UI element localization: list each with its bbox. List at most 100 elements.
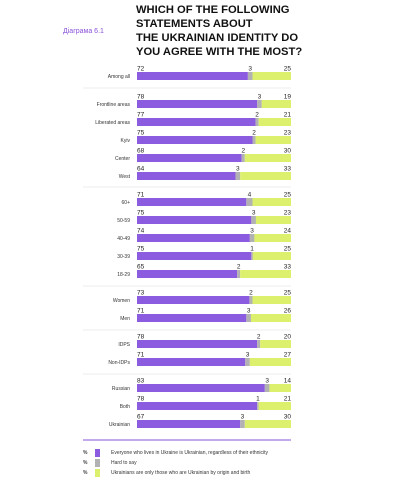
value-label-origin-birth: 30 [284,148,292,155]
value-label-origin-birth: 24 [284,228,292,235]
value-label-origin-birth: 23 [284,130,292,137]
legend-swatch [95,469,100,477]
bar-segment-agree-all [137,402,258,410]
chart-title: WHICH OF THE FOLLOWING STATEMENTS ABOUT … [136,3,386,59]
value-label-origin-birth: 14 [284,378,292,385]
bar-segment-hard-to-say [246,314,251,322]
category-label: 50-59 [117,218,130,224]
value-label-hard-to-say: 2 [255,112,259,119]
bar-segment-hard-to-say [249,296,253,304]
value-label-hard-to-say: 3 [241,414,245,421]
value-label-hard-to-say: 1 [250,246,254,253]
value-label-agree-all: 78 [137,396,145,403]
value-label-hard-to-say: 3 [252,210,256,217]
bar-segment-origin-birth [240,270,291,278]
category-label: Ukrainian [109,422,130,428]
bar-segment-agree-all [137,216,252,224]
value-label-origin-birth: 25 [284,192,292,199]
bar-segment-hard-to-say [241,154,245,162]
bar-segment-agree-all [137,136,253,144]
category-label: Men [120,316,130,322]
bar-segment-origin-birth [254,234,291,242]
category-label: IDPS [118,342,130,348]
value-label-agree-all: 77 [137,112,145,119]
bar-segment-hard-to-say [246,198,253,206]
bar-segment-origin-birth [244,420,291,428]
bar-segment-agree-all [137,420,241,428]
value-label-hard-to-say: 3 [247,308,251,315]
category-label: Russian [112,386,130,392]
category-label: Women [113,298,130,304]
category-label: West [119,174,131,180]
bar-segment-origin-birth [240,172,291,180]
bar-segment-agree-all [137,358,246,366]
bar-segment-origin-birth [250,314,291,322]
bar-segment-hard-to-say [255,118,259,126]
bar-segment-hard-to-say [235,172,241,180]
value-label-agree-all: 71 [137,192,145,199]
bar-segment-agree-all [137,252,252,260]
bar-segment-agree-all [137,100,258,108]
value-label-origin-birth: 21 [284,396,292,403]
bar-segment-hard-to-say [252,136,256,144]
value-label-hard-to-say: 2 [249,290,253,297]
value-label-agree-all: 75 [137,130,145,137]
value-label-origin-birth: 25 [284,246,292,253]
legend-swatch [95,449,100,457]
category-label: Among all [108,74,130,80]
legend-percent-sign: % [83,460,88,466]
value-label-hard-to-say: 3 [250,228,254,235]
bar-segment-hard-to-say [245,358,250,366]
value-label-agree-all: 78 [137,94,145,101]
value-label-origin-birth: 25 [284,290,292,297]
value-label-agree-all: 64 [137,166,145,173]
bar-segment-agree-all [137,384,265,392]
value-label-origin-birth: 30 [284,414,292,421]
bar-segment-hard-to-say [257,402,259,410]
bar-segment-origin-birth [255,136,291,144]
value-label-agree-all: 75 [137,246,145,253]
bar-segment-hard-to-say [251,252,253,260]
bar-segment-origin-birth [252,198,291,206]
bar-segment-agree-all [137,154,242,162]
bar-segment-hard-to-say [264,384,270,392]
category-label: Non-IDPs [108,360,130,366]
bar-segment-hard-to-say [237,270,241,278]
value-label-agree-all: 83 [137,378,145,385]
value-label-origin-birth: 19 [284,94,292,101]
bar-segment-agree-all [137,72,248,80]
bar-segment-agree-all [137,314,247,322]
value-label-agree-all: 72 [137,66,145,73]
category-label: Kyiv [121,138,131,144]
bar-segment-hard-to-say [249,234,255,242]
value-label-origin-birth: 26 [284,308,292,315]
bar-segment-hard-to-say [251,216,256,224]
legend-percent-sign: % [83,470,88,476]
bar-segment-origin-birth [261,100,291,108]
bar-segment-agree-all [137,172,236,180]
bar-segment-origin-birth [258,118,291,126]
value-label-hard-to-say: 3 [248,66,252,73]
bar-segment-hard-to-say [247,72,253,80]
legend-label: Everyone who lives in Ukraine is Ukraini… [111,450,269,456]
category-label: Frontline areas [97,102,131,108]
value-label-hard-to-say: 3 [265,378,269,385]
category-label: 18-29 [117,272,130,278]
legend-label: Hard to say [111,460,137,466]
bar-segment-agree-all [137,270,238,278]
value-label-agree-all: 74 [137,228,145,235]
bar-segment-origin-birth [255,216,291,224]
value-label-hard-to-say: 3 [246,352,250,359]
bar-segment-hard-to-say [257,340,261,348]
category-label: 60+ [122,200,131,206]
title-line: STATEMENTS ABOUT [136,18,253,30]
value-label-hard-to-say: 2 [257,334,261,341]
title-line: WHICH OF THE FOLLOWING [136,4,290,16]
bar-segment-origin-birth [252,72,291,80]
value-label-origin-birth: 33 [284,166,292,173]
title-line: YOU AGREE WITH THE MOST? [136,46,303,58]
title-line: THE UKRAINIAN IDENTITY DO [136,32,299,44]
value-label-origin-birth: 20 [284,334,292,341]
value-label-hard-to-say: 1 [256,396,260,403]
category-label: 40-49 [117,236,130,242]
